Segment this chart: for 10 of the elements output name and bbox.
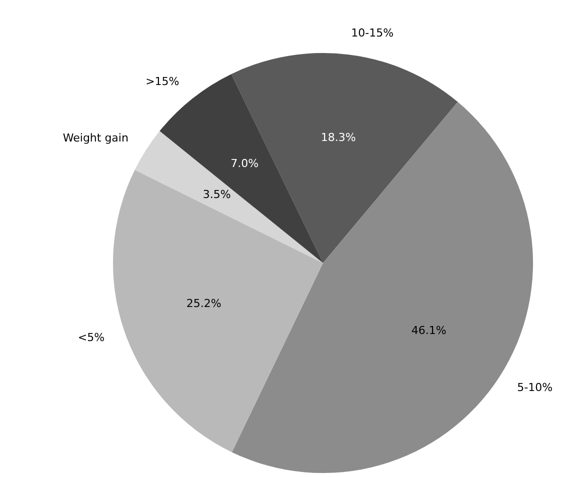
data-label: 25.2%: [186, 296, 222, 310]
data-label: 46.1%: [411, 324, 446, 338]
data-label: 7.0%: [230, 157, 259, 170]
data-label: 18.3%: [320, 130, 356, 144]
slice-label: <5%: [78, 330, 105, 344]
slice-label: >15%: [146, 75, 180, 88]
slice-label: 5-10%: [517, 381, 553, 394]
data-label: 3.5%: [202, 188, 231, 201]
slice-label: 10-15%: [351, 26, 394, 40]
slice-label: Weight gain: [62, 131, 128, 144]
